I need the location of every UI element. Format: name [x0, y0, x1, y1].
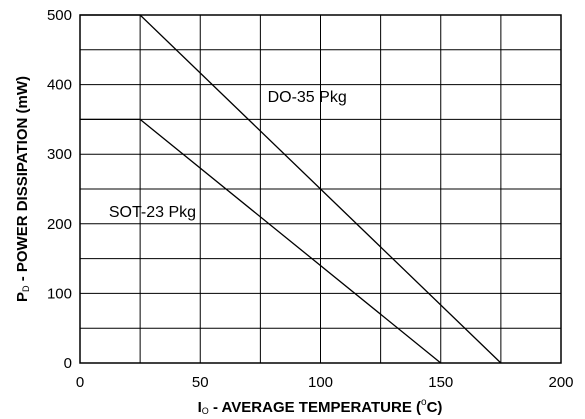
x-tick-label: 100	[308, 374, 333, 391]
y-axis-title: PD - POWER DISSIPATION (mW)	[14, 76, 31, 302]
x-tick-label: 150	[428, 374, 453, 391]
x-tick-label: 200	[548, 374, 573, 391]
plot-frame	[79, 14, 562, 364]
series-label-do-35: DO-35 Pkg	[268, 89, 347, 106]
x-tick-label: 0	[76, 374, 84, 391]
x-axis-title: IO - AVERAGE TEMPERATURE (oC)	[198, 397, 443, 416]
x-tick-labels: 0 50 100 150 200	[76, 374, 574, 391]
series-line-do-35	[80, 14, 502, 364]
y-tick-label: 100	[47, 285, 72, 302]
y-tick-label: 0	[64, 355, 72, 372]
y-tick-label: 300	[47, 146, 72, 163]
series-labels: DO-35 Pkg SOT-23 Pkg	[109, 89, 347, 221]
series-line-sot-23	[80, 118, 442, 364]
grid-lines	[80, 15, 561, 363]
x-tick-label: 50	[192, 374, 209, 391]
y-tick-label: 500	[47, 7, 72, 24]
y-tick-labels: 0 100 200 300 400 500	[47, 7, 72, 372]
series-label-sot-23: SOT-23 Pkg	[109, 204, 196, 221]
series-group	[80, 14, 502, 364]
y-tick-label: 400	[47, 77, 72, 94]
y-tick-label: 200	[47, 216, 72, 233]
